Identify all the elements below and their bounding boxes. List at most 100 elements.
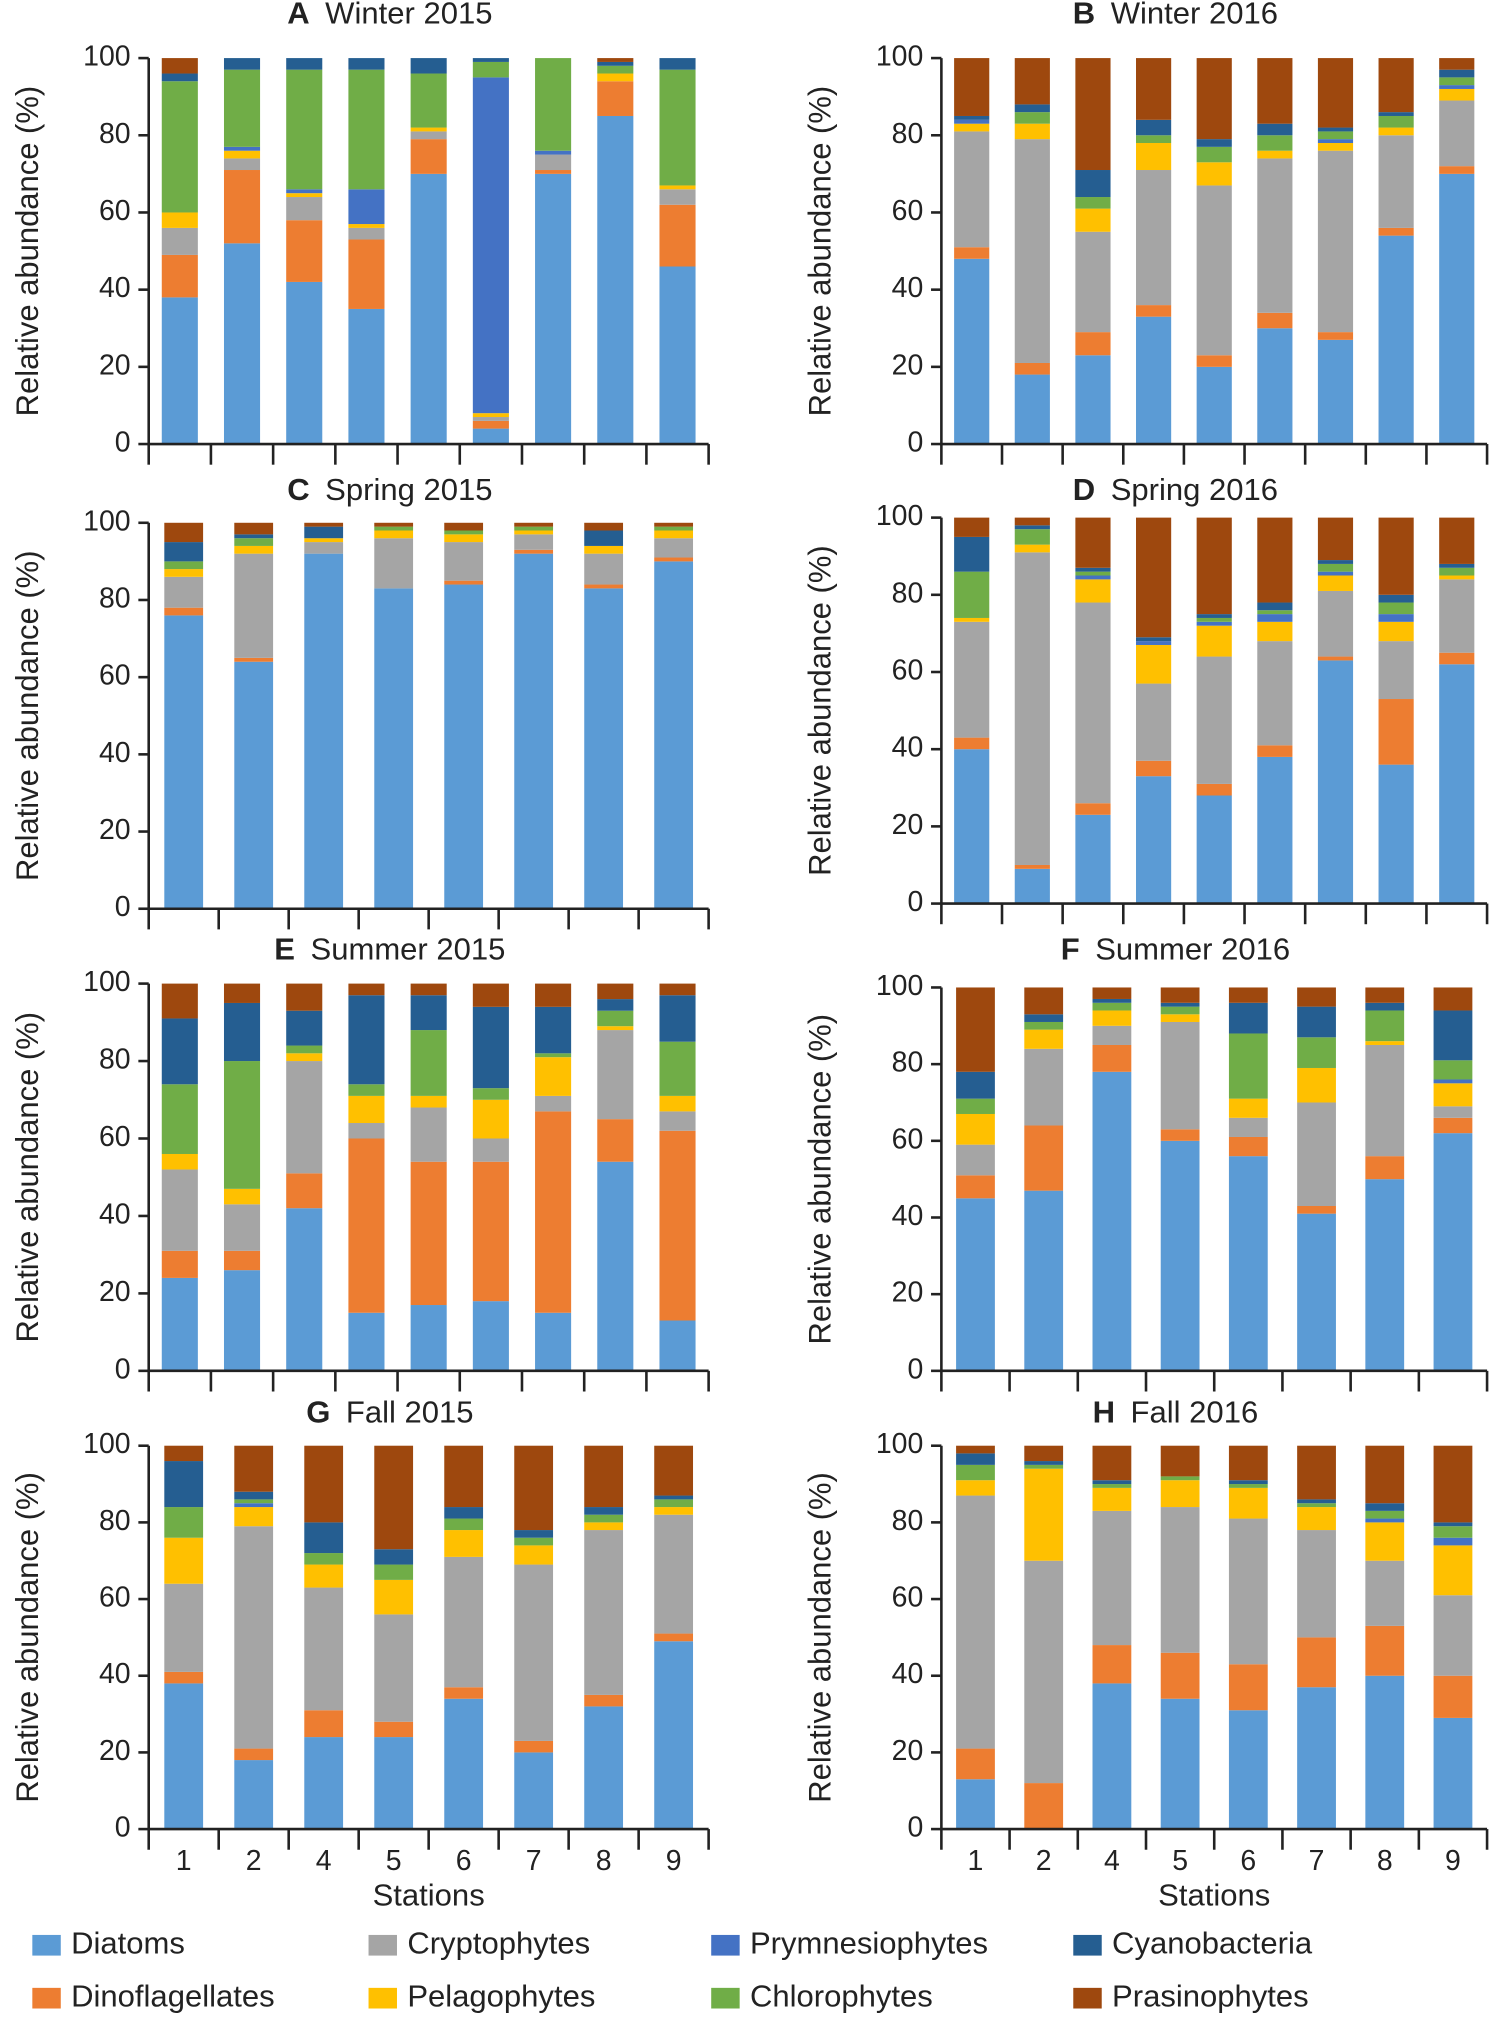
bar-segment bbox=[234, 1503, 274, 1508]
bar-segment bbox=[1297, 1499, 1336, 1504]
panel-title-text: Spring 2015 bbox=[325, 472, 492, 507]
bar-segment bbox=[234, 1491, 274, 1500]
bar-segment bbox=[956, 1453, 995, 1465]
bar-segment bbox=[1160, 1698, 1200, 1830]
x-tick-label: 4 bbox=[1104, 1845, 1120, 1877]
bar-segment bbox=[514, 530, 554, 535]
bar-segment bbox=[1014, 362, 1050, 375]
bar-segment bbox=[234, 1499, 274, 1504]
bar-segment bbox=[659, 204, 696, 267]
bar-segment bbox=[234, 1445, 274, 1492]
bar-segment bbox=[1297, 1213, 1336, 1371]
x-axis-label: Stations bbox=[1158, 1878, 1270, 1913]
bar-segment bbox=[1228, 987, 1268, 1003]
legend-swatch bbox=[1073, 1934, 1102, 1956]
legend-swatch bbox=[711, 1934, 740, 1956]
bar-segment bbox=[374, 1445, 414, 1550]
bar-segment bbox=[1136, 517, 1172, 638]
bar-segment bbox=[1257, 150, 1293, 159]
bar-segment bbox=[1075, 803, 1111, 815]
bar-segment bbox=[1439, 567, 1475, 576]
bar-segment bbox=[348, 995, 385, 1085]
bar-segment bbox=[161, 1084, 198, 1154]
y-tick-label: 100 bbox=[876, 500, 923, 532]
bar-segment bbox=[1439, 100, 1475, 167]
bar-segment bbox=[348, 308, 385, 445]
bar-segment bbox=[1075, 208, 1111, 232]
bar-segment bbox=[1160, 1445, 1200, 1477]
bar-segment bbox=[1433, 1717, 1473, 1830]
bar-segment bbox=[1024, 1560, 1064, 1784]
bar-segment bbox=[1297, 1067, 1336, 1103]
bar-segment bbox=[1160, 1652, 1200, 1699]
bar-segment bbox=[472, 61, 509, 78]
bar-segment bbox=[304, 1587, 344, 1711]
y-tick-label: 100 bbox=[83, 1428, 130, 1460]
bar-segment bbox=[1317, 571, 1354, 576]
bar-segment bbox=[1365, 1503, 1405, 1511]
y-tick-label: 40 bbox=[892, 1658, 924, 1690]
bar-segment bbox=[1257, 745, 1293, 757]
bar-segment bbox=[956, 1480, 995, 1496]
bar-segment bbox=[535, 1095, 572, 1112]
bar-segment bbox=[1297, 1530, 1336, 1638]
y-tick-label: 100 bbox=[876, 41, 923, 73]
bar-segment bbox=[164, 1461, 204, 1508]
bar-segment bbox=[1092, 1683, 1132, 1830]
bar-segment bbox=[348, 1123, 385, 1139]
bar-segment bbox=[1092, 1044, 1132, 1072]
bar-segment bbox=[659, 1111, 696, 1131]
bar-segment bbox=[535, 1053, 572, 1058]
bar-segment bbox=[410, 1107, 447, 1162]
bar-segment bbox=[597, 999, 634, 1011]
y-tick-label: 0 bbox=[115, 891, 131, 923]
bar-segment bbox=[1136, 637, 1172, 642]
bar-segment bbox=[304, 526, 344, 539]
x-tick-label: 2 bbox=[1036, 1845, 1052, 1877]
panel-title-text: Spring 2016 bbox=[1111, 472, 1278, 507]
x-tick-label: 8 bbox=[1377, 1845, 1393, 1877]
bar-segment bbox=[1257, 517, 1293, 603]
bar-segment bbox=[584, 545, 624, 554]
y-tick-label: 40 bbox=[99, 1198, 131, 1230]
panel-title: F Summer 2016 bbox=[1061, 932, 1290, 967]
bar-segment bbox=[1092, 1480, 1132, 1485]
y-tick-label: 20 bbox=[99, 1735, 131, 1767]
panel-letter: D bbox=[1073, 472, 1095, 507]
bar-segment bbox=[1257, 58, 1293, 124]
bar-segment bbox=[410, 1030, 447, 1096]
x-tick-label: 4 bbox=[316, 1845, 332, 1877]
bar-segment bbox=[286, 1208, 323, 1371]
bar-segment bbox=[234, 1507, 274, 1527]
bar-segment bbox=[1378, 235, 1414, 445]
bar-segment bbox=[1317, 590, 1354, 657]
legend-swatch bbox=[32, 1934, 61, 1956]
y-tick-label: 80 bbox=[99, 1044, 131, 1076]
bar-segment bbox=[1433, 987, 1473, 1011]
bar-segment bbox=[954, 517, 990, 537]
bar-segment bbox=[472, 1301, 509, 1371]
bar-segment bbox=[1196, 517, 1232, 615]
bar-segment bbox=[348, 983, 385, 996]
panel-letter: H bbox=[1093, 1395, 1115, 1430]
bar-segment bbox=[1024, 1125, 1064, 1191]
bar-segment bbox=[1378, 602, 1414, 615]
bar-segment bbox=[1024, 1021, 1064, 1030]
bar-segment bbox=[1075, 58, 1111, 171]
bar-segment bbox=[584, 522, 624, 531]
bar-segment bbox=[1228, 1002, 1268, 1034]
bar-segment bbox=[234, 538, 274, 546]
bar-segment bbox=[1317, 560, 1354, 564]
bar-segment bbox=[234, 534, 274, 539]
bar-segment bbox=[954, 617, 990, 622]
bar-segment bbox=[1196, 625, 1232, 657]
bar-segment bbox=[535, 1111, 572, 1313]
bar-segment bbox=[1378, 112, 1414, 116]
bar-segment bbox=[584, 1694, 624, 1707]
bar-segment bbox=[584, 1445, 624, 1508]
legend-swatch bbox=[32, 1987, 61, 2009]
bar-segment bbox=[1196, 355, 1232, 367]
bar-segment bbox=[164, 561, 204, 570]
bar-segment bbox=[956, 1113, 995, 1145]
bar-segment bbox=[444, 522, 484, 531]
